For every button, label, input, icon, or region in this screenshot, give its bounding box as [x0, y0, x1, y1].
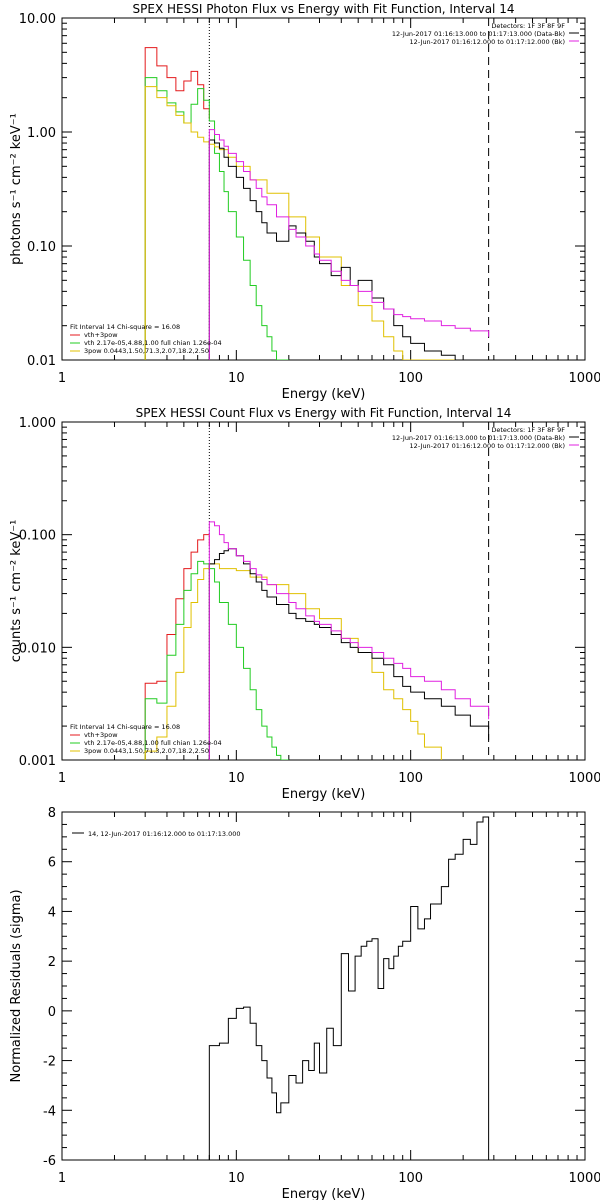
panel2-series-5: [208, 521, 490, 760]
panel3-ytick-label: 6: [48, 856, 56, 871]
panel3-ytick-label: 4: [48, 905, 56, 920]
panel3-series-1: [208, 816, 490, 1160]
panel1-xtick-label: 1000: [568, 371, 600, 386]
panel2-frame: [61, 421, 586, 761]
panel3-ytick-label: 8: [48, 806, 56, 821]
panel1-xtick-label: 100: [398, 371, 423, 386]
panel2-xtick-label: 1: [58, 771, 66, 786]
panel2-series-1: [144, 534, 210, 760]
panel3-ylabel: Normalized Residuals (sigma): [9, 889, 24, 1082]
panel1-series-2: [144, 77, 289, 360]
panel1-ytick-label: 0.10: [27, 240, 56, 255]
panel3-xtick-label: 100: [398, 1171, 423, 1186]
panel2-fit-label: Fit Interval 14 Chi-square = 16.08: [70, 723, 180, 731]
panel3-ytick-label: 0: [48, 1005, 56, 1020]
panel1-ytick-label: 1.00: [27, 126, 56, 141]
panel3-ytick-label: -2: [43, 1055, 56, 1070]
panel3-xtick-label: 1: [58, 1171, 66, 1186]
panel3-legend-label: 14, 12-Jun-2017 01:16:12.000 to 01:17:13…: [88, 830, 240, 838]
panel1-info-line: 12-Jun-2017 01:16:13.000 to 01:17:13.000…: [392, 30, 565, 38]
panel1-info-line: 12-Jun-2017 01:16:12.000 to 01:17:12.000…: [410, 38, 565, 46]
panel2-ylabel: counts s⁻¹ cm⁻² keV⁻¹: [9, 520, 24, 663]
panel3-xtick-label: 1000: [568, 1171, 600, 1186]
panel2-series-4: [208, 548, 490, 760]
panel2-title: SPEX HESSI Count Flux vs Energy with Fit…: [136, 406, 512, 420]
panel2-info-line: 12-Jun-2017 01:16:13.000 to 01:17:13.000…: [392, 434, 565, 442]
panel1-ytick-label: 0.01: [27, 354, 56, 369]
panel2-info-line: 12-Jun-2017 01:16:12.000 to 01:17:12.000…: [410, 442, 565, 450]
panel3-ytick-label: -4: [43, 1104, 56, 1119]
panel2-legend-label: vth 2.17e-05,4.88,1.00 full chian 1.26e-…: [84, 739, 222, 747]
panel3-xtick-label: 10: [228, 1171, 245, 1186]
panel2-ytick-label: 0.010: [19, 641, 56, 656]
panel1-series-3: [144, 86, 489, 360]
panel1-xlabel: Energy (keV): [282, 387, 366, 402]
panel2-info-line: Detectors: 1F 3F 8F 9F: [491, 426, 565, 434]
panel2-ytick-label: 1.000: [19, 416, 56, 431]
panel1-xtick-label: 1: [58, 371, 66, 386]
panel1-series-4: [208, 139, 489, 360]
panel2-series-2: [144, 560, 289, 760]
panel3-xlabel: Energy (keV): [282, 1187, 366, 1200]
panel3-frame: [61, 811, 586, 1161]
panel2-xtick-label: 100: [398, 771, 423, 786]
panel1-series-1: [144, 47, 210, 360]
panel1-fit-label: Fit Interval 14 Chi-square = 16.08: [70, 323, 180, 331]
panel1-series-5: [208, 129, 490, 360]
panel2-ytick-label: 0.001: [19, 754, 56, 769]
panel2-xtick-label: 1000: [568, 771, 600, 786]
panel1-xtick-label: 10: [228, 371, 245, 386]
panel3-ytick-label: -6: [43, 1154, 56, 1169]
panel1-title: SPEX HESSI Photon Flux vs Energy with Fi…: [133, 2, 515, 16]
panel2-legend-label: 3pow 0.0443,1.50,71.3,2.07,18.2,2.50: [84, 747, 209, 755]
panel1-ytick-label: 10.00: [19, 12, 56, 27]
panel2-ytick-label: 0.100: [19, 529, 56, 544]
panel2-series-3: [144, 563, 442, 760]
panel3-ytick-label: 2: [48, 955, 56, 970]
panel2-legend-label: vth+3pow: [84, 731, 118, 739]
panel2-xlabel: Energy (keV): [282, 787, 366, 802]
panel2-xtick-label: 10: [228, 771, 245, 786]
panel1-frame: [61, 17, 586, 361]
panel1-ylabel: photons s⁻¹ cm⁻² keV⁻¹: [9, 113, 24, 265]
panel1-info-line: Detectors: 1F 3F 8F 9F: [491, 22, 565, 30]
panel1-legend-label: 3pow 0.0443,1.50,71.3,2.07,18.2,2.50: [84, 347, 209, 355]
panel1-legend-label: vth 2.17e-05,4.88,1.00 full chian 1.26e-…: [84, 339, 222, 347]
panel1-legend-label: vth+3pow: [84, 331, 118, 339]
